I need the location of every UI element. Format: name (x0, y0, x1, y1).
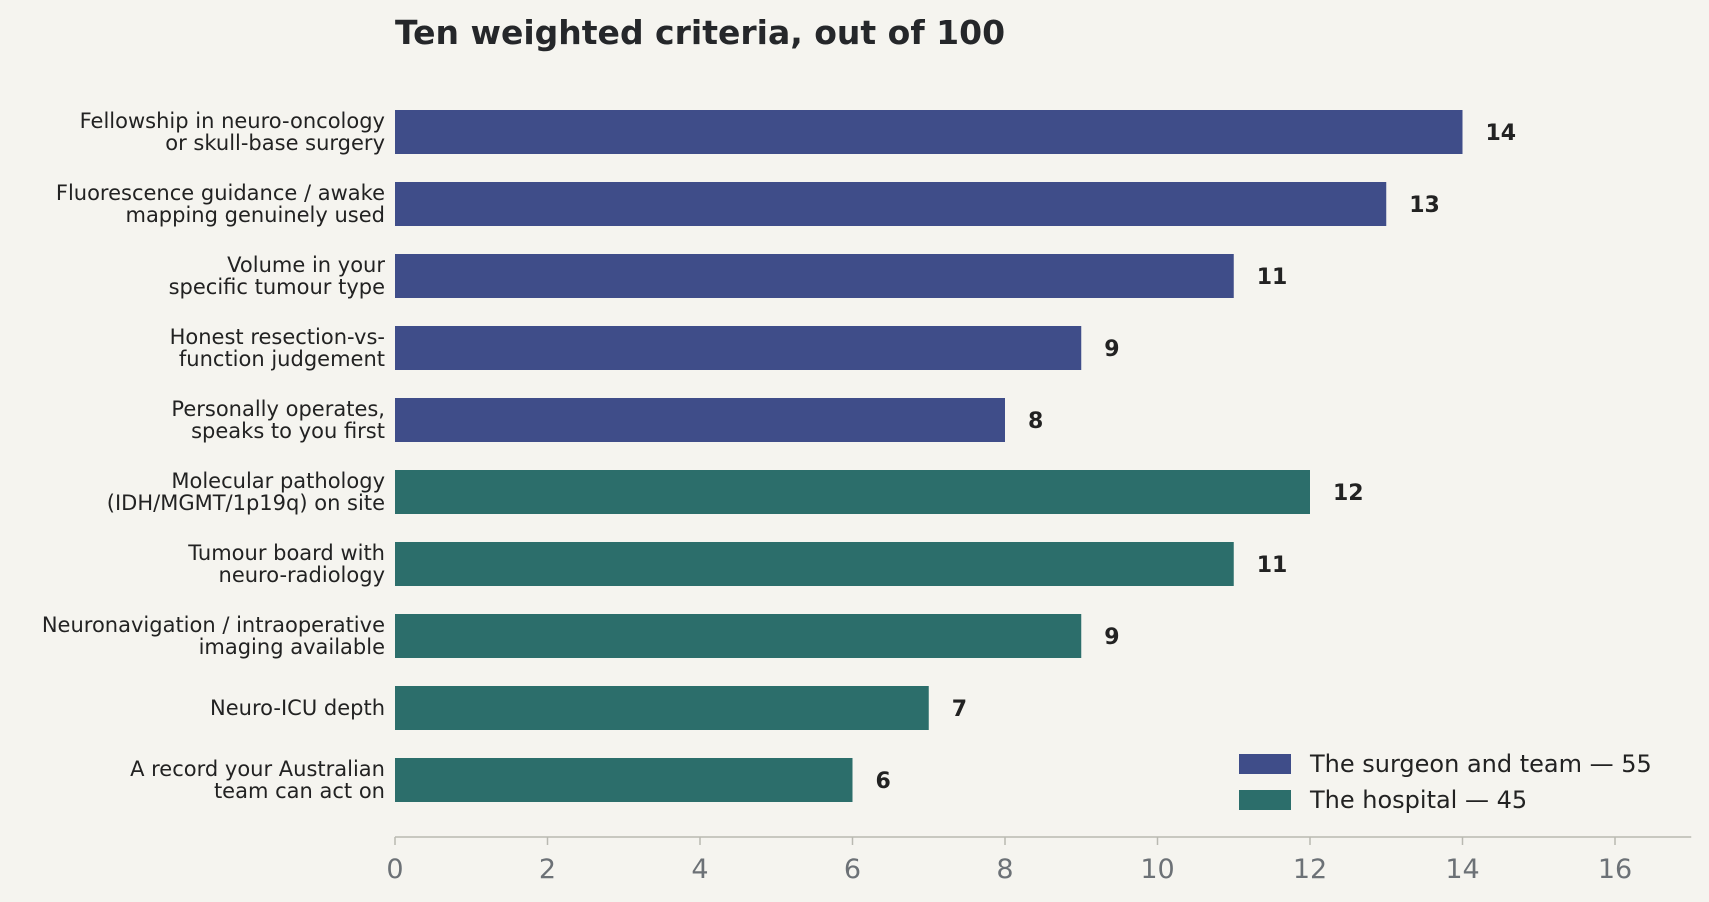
value-label-6: 11 (1257, 553, 1288, 578)
x-tick-label-2: 4 (691, 854, 708, 885)
legend-label-1: The hospital — 45 (1309, 786, 1527, 814)
value-label-5: 12 (1333, 481, 1364, 506)
category-label-4: Personally operates, speaks to you first (171, 397, 385, 443)
x-tick-label-4: 8 (996, 854, 1013, 885)
x-tick-label-6: 12 (1293, 854, 1327, 885)
bar-6 (395, 542, 1234, 586)
x-tick-label-7: 14 (1445, 854, 1479, 885)
x-tick-label-8: 16 (1598, 854, 1632, 885)
category-labels: Fellowship in neuro-oncology or skull-bas… (42, 109, 386, 803)
chart-title: Ten weighted criteria, out of 100 (395, 13, 1005, 52)
category-label-2: Volume in your specific tumour type (169, 253, 386, 299)
value-label-1: 13 (1409, 193, 1440, 218)
bar-1 (395, 182, 1387, 226)
x-tick-label-5: 10 (1140, 854, 1174, 885)
legend: The surgeon and team — 55 The hospital — … (1239, 750, 1652, 814)
x-tick-label-0: 0 (386, 854, 403, 885)
category-label-7: Neuronavigation / intraoperative imaging … (42, 613, 385, 659)
x-tick-label-3: 6 (844, 854, 861, 885)
value-label-9: 6 (876, 769, 891, 794)
value-label-0: 14 (1486, 121, 1517, 146)
bar-9 (395, 758, 853, 802)
bar-0 (395, 110, 1463, 154)
category-label-9: A record your Australian team can act on (130, 757, 385, 803)
category-label-1: Fluorescence guidance / awake mapping gen… (56, 181, 385, 227)
bars-group (395, 110, 1463, 802)
bar-8 (395, 686, 929, 730)
value-label-4: 8 (1028, 409, 1043, 434)
category-label-6: Tumour board with neuro-radiology (187, 541, 385, 587)
bar-2 (395, 254, 1234, 298)
x-tick-label-1: 2 (539, 854, 556, 885)
category-label-8: Neuro-ICU depth (210, 696, 385, 720)
category-label-0: Fellowship in neuro-oncology or skull-bas… (80, 109, 385, 155)
bar-7 (395, 614, 1082, 658)
value-label-8: 7 (952, 697, 967, 722)
value-label-3: 9 (1104, 337, 1119, 362)
legend-label-0: The surgeon and team — 55 (1309, 750, 1652, 778)
value-label-7: 9 (1104, 625, 1119, 650)
legend-swatch-1 (1239, 790, 1291, 810)
category-label-5: Molecular pathology (IDH/MGMT/1p19q) on s… (107, 469, 385, 515)
bar-4 (395, 398, 1005, 442)
value-labels: 14 13 11 9 8 12 11 9 7 6 (876, 121, 1517, 794)
x-axis: 0 2 4 6 8 10 12 14 16 (386, 836, 1692, 885)
bar-5 (395, 470, 1310, 514)
bar-3 (395, 326, 1082, 370)
legend-swatch-0 (1239, 754, 1291, 774)
category-label-3: Honest resection-vs-function judgement (170, 325, 385, 371)
value-label-2: 11 (1257, 265, 1288, 290)
